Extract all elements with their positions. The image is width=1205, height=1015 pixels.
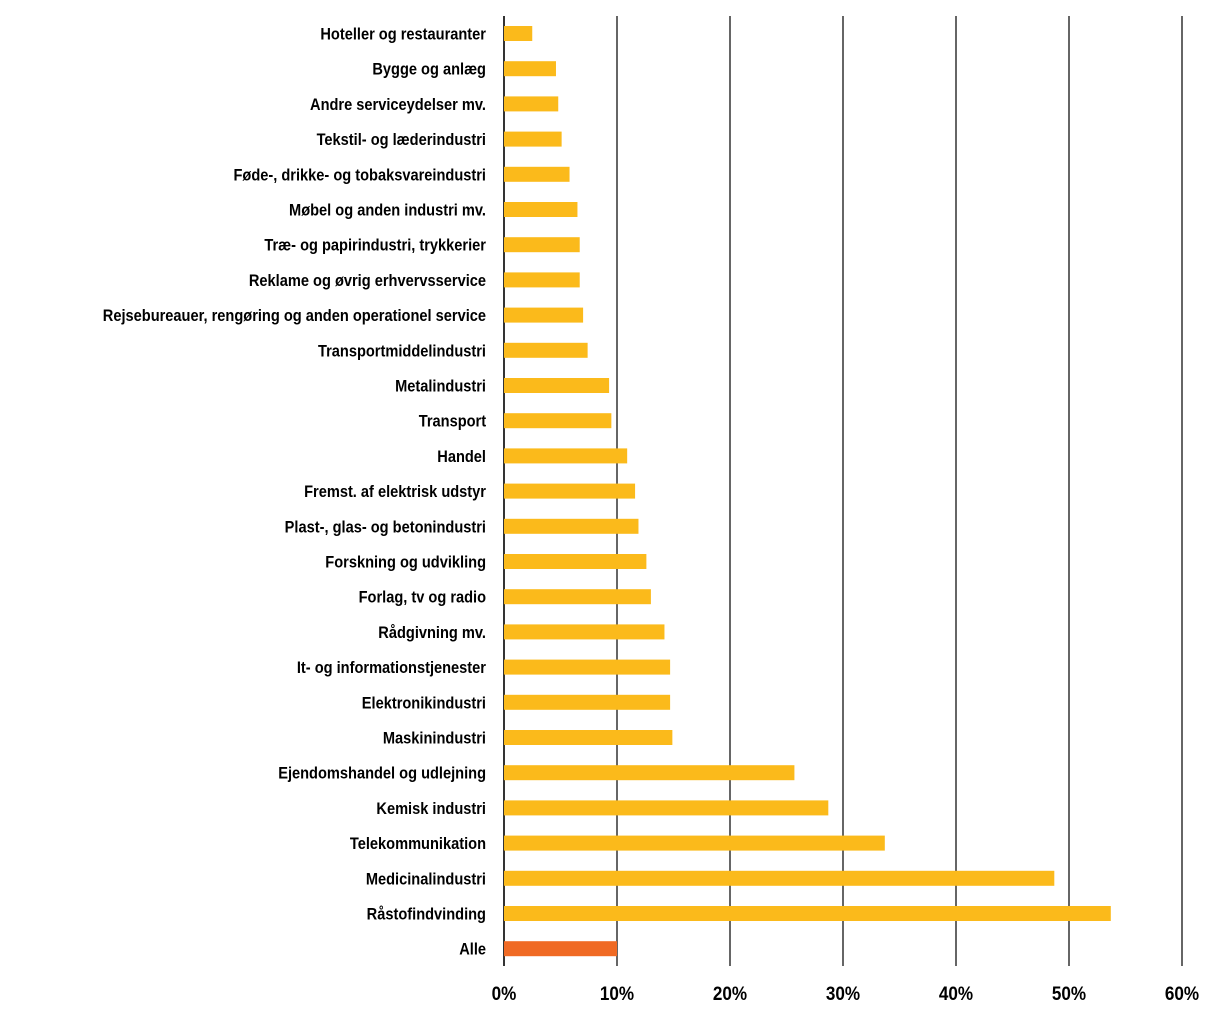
x-tick-label-30: 30% xyxy=(826,983,860,1004)
category-label-telekommunikation: Telekommunikation xyxy=(350,835,486,853)
category-label-reklame-og-oevrig-erhvervsservice: Reklame og øvrig erhvervsservice xyxy=(249,272,486,290)
bar-metalindustri xyxy=(504,378,610,393)
bar-transport xyxy=(504,413,612,429)
category-labels: Hoteller og restauranter Bygge og anlæg An… xyxy=(103,26,487,959)
category-label-alle: Alle xyxy=(459,941,486,959)
category-label-raadgivning-mv: Rådgivning mv. xyxy=(378,623,486,642)
category-label-hoteller-og-restauranter: Hoteller og restauranter xyxy=(320,26,486,44)
category-label-handel: Handel xyxy=(437,448,486,466)
bar-it-og-informationstjenester xyxy=(504,659,671,675)
x-tick-label-20: 20% xyxy=(713,983,747,1004)
bar-handel xyxy=(504,448,628,464)
x-tick-label-40: 40% xyxy=(939,983,973,1004)
category-label-forskning-og-udvikling: Forskning og udvikling xyxy=(325,554,486,572)
bar-moebel-og-anden-industri-mv xyxy=(504,202,578,217)
x-axis-tick-labels: 0% 10% 20% 30% 40% 50% 60% xyxy=(492,983,1199,1004)
x-tick-label-0: 0% xyxy=(492,983,517,1004)
bar-maskinindustri xyxy=(504,730,673,745)
bar-forskning-og-udvikling xyxy=(504,554,647,569)
x-tick-label-60: 60% xyxy=(1165,983,1199,1004)
category-label-fremst-af-elektrisk-udstyr: Fremst. af elektrisk udstyr xyxy=(304,483,486,501)
category-label-ejendomshandel-og-udlejning: Ejendomshandel og udlejning xyxy=(278,765,486,783)
category-label-tekstil-og-laederindustri: Tekstil- og læderindustri xyxy=(317,131,486,149)
bar-foede-drikke-og-tobaksvareindustri xyxy=(504,166,570,182)
bar-plast-glas-og-betonindustri xyxy=(504,518,639,534)
x-tick-label-50: 50% xyxy=(1052,983,1086,1004)
bar-kemisk-industri xyxy=(504,800,829,816)
bar-alle xyxy=(504,941,617,957)
bar-telekommunikation xyxy=(504,835,885,851)
bar-transportmiddelindustri xyxy=(504,342,588,358)
category-label-rejsebureauer-rengoering-og-anden-operationel-service: Rejsebureauer, rengøring og anden operat… xyxy=(103,307,486,325)
bar-reklame-og-oevrig-erhvervsservice xyxy=(504,272,580,288)
category-label-forlag-tv-og-radio: Forlag, tv og radio xyxy=(359,589,487,607)
category-label-andre-serviceydelser-mv: Andre serviceydelser mv. xyxy=(310,96,486,114)
bars xyxy=(504,26,1111,957)
category-label-moebel-og-anden-industri-mv: Møbel og anden industri mv. xyxy=(289,202,486,220)
bar-andre-serviceydelser-mv xyxy=(504,96,559,112)
category-label-maskinindustri: Maskinindustri xyxy=(383,730,486,748)
bar-raadgivning-mv xyxy=(504,624,665,640)
category-label-transportmiddelindustri: Transportmiddelindustri xyxy=(318,342,486,360)
category-label-kemisk-industri: Kemisk industri xyxy=(376,800,486,818)
bar-ejendomshandel-og-udlejning xyxy=(504,765,795,781)
bar-bygge-og-anlaeg xyxy=(504,61,556,77)
bar-elektronikindustri xyxy=(504,694,671,710)
bar-medicinalindustri xyxy=(504,870,1055,886)
bar-tekstil-og-laederindustri xyxy=(504,131,562,147)
bar-trae-og-papirindustri-trykkerier xyxy=(504,237,580,253)
bar-hoteller-og-restauranter xyxy=(504,26,533,41)
category-label-medicinalindustri: Medicinalindustri xyxy=(366,870,486,888)
category-label-plast-glas-og-betonindustri: Plast-, glas- og betonindustri xyxy=(285,518,486,536)
bar-forlag-tv-og-radio xyxy=(504,589,651,605)
category-label-raastofindvinding: Råstofindvinding xyxy=(367,904,486,923)
bar-raastofindvinding xyxy=(504,906,1111,921)
category-label-it-og-informationstjenester: It- og informationstjenester xyxy=(297,659,486,677)
bar-rejsebureauer-rengoering-og-anden-operationel-service xyxy=(504,307,584,323)
category-label-metalindustri: Metalindustri xyxy=(395,378,486,396)
category-label-foede-drikke-og-tobaksvareindustri: Føde-, drikke- og tobaksvareindustri xyxy=(234,166,486,184)
category-label-trae-og-papirindustri-trykkerier: Træ- og papirindustri, trykkerier xyxy=(264,237,486,255)
category-label-transport: Transport xyxy=(419,413,487,431)
category-label-bygge-og-anlaeg: Bygge og anlæg xyxy=(372,61,486,79)
x-tick-label-10: 10% xyxy=(600,983,634,1004)
category-label-elektronikindustri: Elektronikindustri xyxy=(362,694,486,712)
bar-fremst-af-elektrisk-udstyr xyxy=(504,483,636,499)
